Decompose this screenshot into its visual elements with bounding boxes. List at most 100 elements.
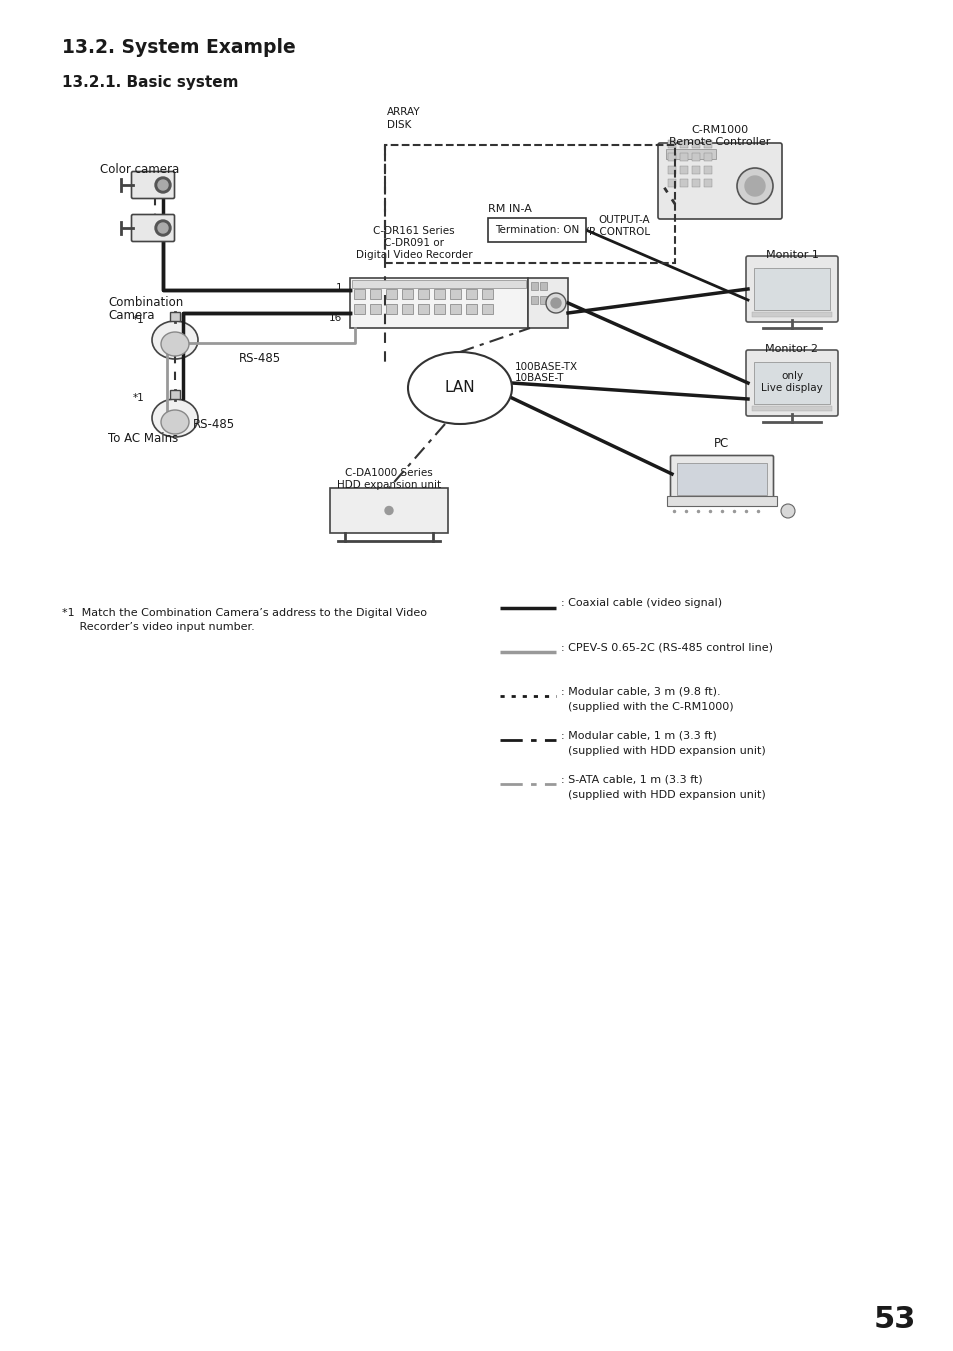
Bar xyxy=(531,296,537,304)
Bar xyxy=(691,166,700,174)
Ellipse shape xyxy=(161,409,189,434)
Text: *1: *1 xyxy=(132,315,145,326)
FancyBboxPatch shape xyxy=(745,350,837,416)
Bar xyxy=(691,153,700,161)
FancyBboxPatch shape xyxy=(488,218,585,242)
Bar xyxy=(386,289,396,299)
Text: ARRAY: ARRAY xyxy=(387,107,420,118)
Text: HDD expansion unit: HDD expansion unit xyxy=(336,480,440,490)
Text: only: only xyxy=(781,372,802,381)
Text: C-RM1000: C-RM1000 xyxy=(691,126,748,135)
Text: 100BASE-TX: 100BASE-TX xyxy=(515,362,578,372)
FancyBboxPatch shape xyxy=(666,496,776,507)
Text: Recorder’s video input number.: Recorder’s video input number. xyxy=(62,621,254,632)
Text: Combination: Combination xyxy=(108,296,183,309)
Bar xyxy=(370,304,380,313)
Ellipse shape xyxy=(161,332,189,357)
Bar xyxy=(434,289,444,299)
Bar xyxy=(665,149,716,159)
Text: Remote Controller: Remote Controller xyxy=(669,136,770,147)
Text: To AC Mains: To AC Mains xyxy=(108,432,178,444)
Ellipse shape xyxy=(152,322,198,359)
FancyBboxPatch shape xyxy=(527,278,567,328)
Circle shape xyxy=(154,220,171,236)
Bar xyxy=(753,362,829,404)
Text: PC: PC xyxy=(714,436,729,450)
Bar xyxy=(354,289,365,299)
Text: Camera: Camera xyxy=(108,309,154,322)
FancyBboxPatch shape xyxy=(132,172,174,199)
Bar xyxy=(753,267,829,309)
Bar xyxy=(751,312,831,317)
Text: C-DR091 or: C-DR091 or xyxy=(384,238,443,249)
FancyBboxPatch shape xyxy=(170,390,180,399)
Bar xyxy=(677,463,766,494)
Text: C-DA1000 Series: C-DA1000 Series xyxy=(345,467,433,478)
Bar xyxy=(465,304,476,313)
Text: Monitor 1: Monitor 1 xyxy=(764,250,818,259)
Text: 1: 1 xyxy=(335,282,341,293)
Bar xyxy=(667,153,676,161)
Bar xyxy=(401,304,413,313)
Bar xyxy=(679,166,687,174)
Bar xyxy=(703,178,711,186)
Text: (supplied with HDD expansion unit): (supplied with HDD expansion unit) xyxy=(560,746,765,757)
Text: RS-485: RS-485 xyxy=(193,417,234,431)
Text: Termination: ON: Termination: ON xyxy=(495,226,578,235)
Ellipse shape xyxy=(152,399,198,436)
Text: : CPEV-S 0.65-2C (RS-485 control line): : CPEV-S 0.65-2C (RS-485 control line) xyxy=(560,642,772,653)
Text: (supplied with the C-RM1000): (supplied with the C-RM1000) xyxy=(560,703,733,712)
Ellipse shape xyxy=(408,353,512,424)
Bar xyxy=(679,178,687,186)
Circle shape xyxy=(744,176,764,196)
Text: *1  Match the Combination Camera’s address to the Digital Video: *1 Match the Combination Camera’s addres… xyxy=(62,608,427,617)
Bar xyxy=(450,304,460,313)
Circle shape xyxy=(781,504,794,517)
Text: : S-ATA cable, 1 m (3.3 ft): : S-ATA cable, 1 m (3.3 ft) xyxy=(560,774,702,784)
Circle shape xyxy=(737,168,772,204)
Circle shape xyxy=(551,299,560,308)
Bar xyxy=(703,166,711,174)
Text: 13.2. System Example: 13.2. System Example xyxy=(62,38,295,57)
Bar xyxy=(465,289,476,299)
Bar xyxy=(481,304,493,313)
FancyBboxPatch shape xyxy=(132,215,174,242)
Text: RM IN-A: RM IN-A xyxy=(488,204,532,213)
Bar xyxy=(354,304,365,313)
Text: 16: 16 xyxy=(329,313,341,323)
Bar xyxy=(751,407,831,411)
Bar xyxy=(667,178,676,186)
Circle shape xyxy=(154,177,171,193)
Text: 13.2.1. Basic system: 13.2.1. Basic system xyxy=(62,76,238,91)
Bar xyxy=(539,282,546,290)
Circle shape xyxy=(158,223,168,232)
Text: : Modular cable, 3 m (9.8 ft).: : Modular cable, 3 m (9.8 ft). xyxy=(560,686,720,696)
Bar xyxy=(691,141,700,149)
Bar xyxy=(417,304,429,313)
Text: 10BASE-T: 10BASE-T xyxy=(515,373,564,382)
Bar xyxy=(691,178,700,186)
Bar xyxy=(703,153,711,161)
Bar xyxy=(417,289,429,299)
Bar xyxy=(679,153,687,161)
Bar xyxy=(352,280,525,288)
FancyBboxPatch shape xyxy=(330,488,448,534)
FancyBboxPatch shape xyxy=(745,255,837,322)
Text: DVR CONTROL: DVR CONTROL xyxy=(574,227,649,236)
Bar xyxy=(667,166,676,174)
FancyBboxPatch shape xyxy=(170,312,180,322)
Bar xyxy=(481,289,493,299)
Text: : Modular cable, 1 m (3.3 ft): : Modular cable, 1 m (3.3 ft) xyxy=(560,730,716,740)
Text: LAN: LAN xyxy=(444,381,475,396)
Text: Monitor 2: Monitor 2 xyxy=(764,345,818,354)
Bar xyxy=(401,289,413,299)
FancyBboxPatch shape xyxy=(350,278,527,328)
Text: *1: *1 xyxy=(132,393,145,403)
Text: OUTPUT-A: OUTPUT-A xyxy=(598,215,649,226)
Bar xyxy=(531,282,537,290)
Bar xyxy=(703,141,711,149)
Text: Live display: Live display xyxy=(760,382,822,393)
FancyBboxPatch shape xyxy=(658,143,781,219)
Text: RS-485: RS-485 xyxy=(238,353,281,365)
Text: C-DR161 Series: C-DR161 Series xyxy=(373,226,455,236)
